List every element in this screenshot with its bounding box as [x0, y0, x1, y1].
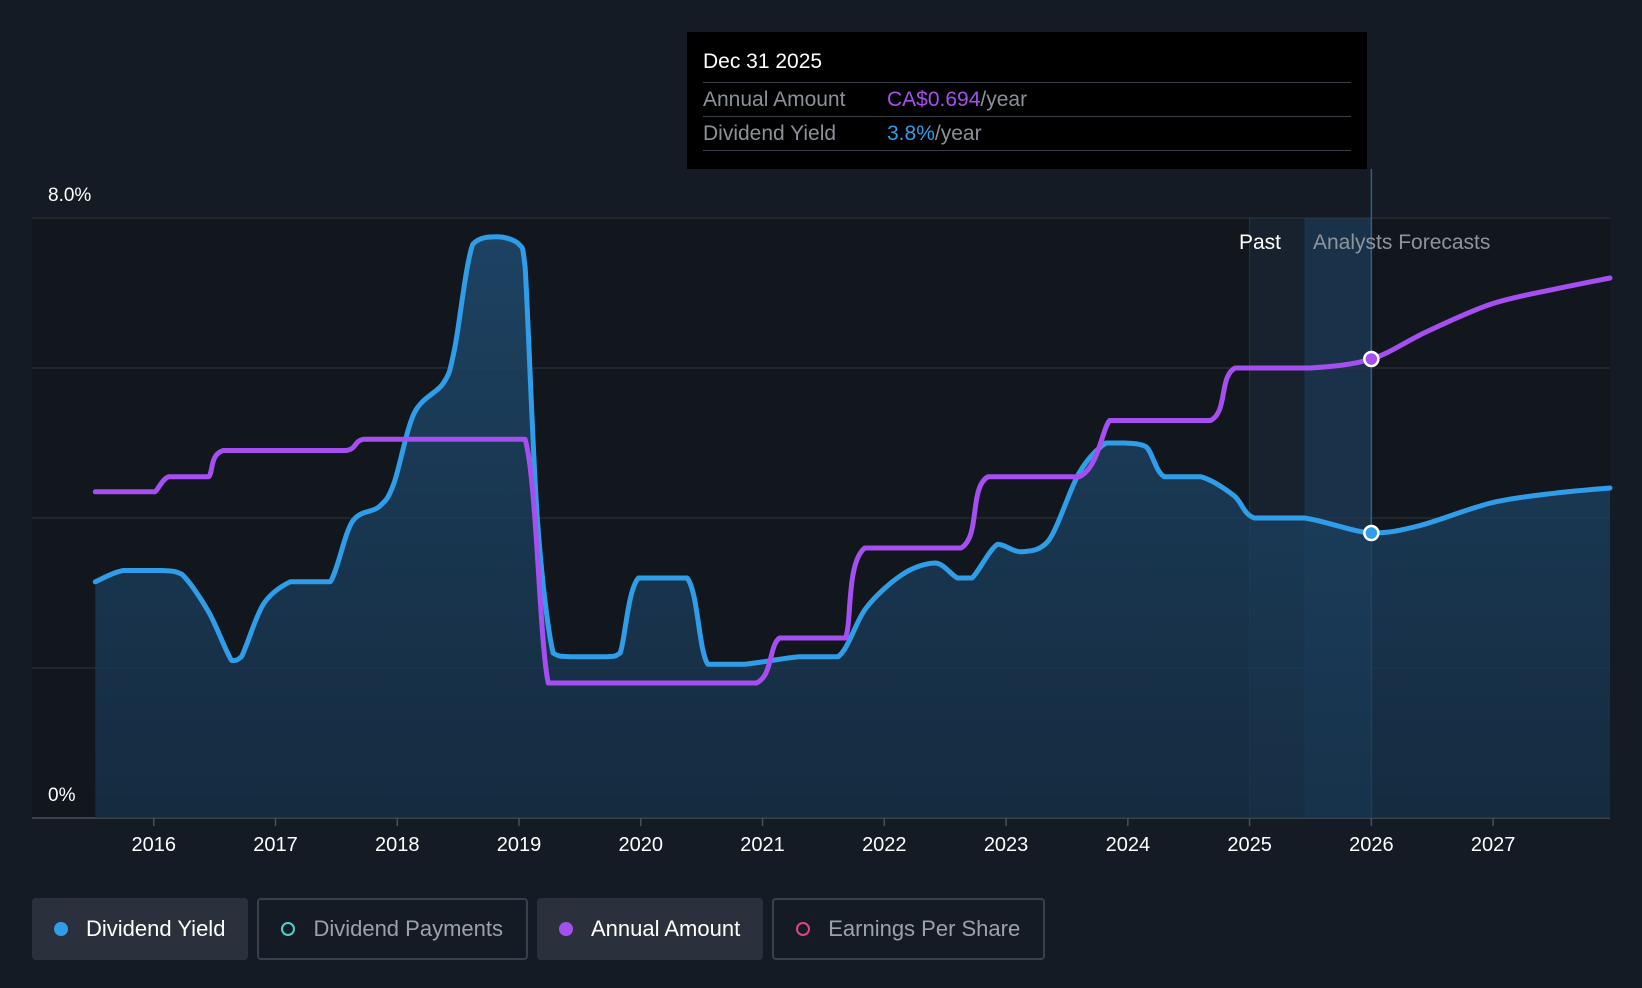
tooltip-label: Dividend Yield	[703, 122, 837, 145]
legend-dot-icon	[54, 922, 68, 936]
x-tick-label: 2018	[375, 834, 420, 856]
annual-amount-marker	[1363, 350, 1380, 368]
x-tick-label: 2026	[1349, 834, 1394, 856]
dividend-yield-area	[95, 236, 1610, 819]
legend-dot-icon	[558, 922, 573, 936]
x-tick-label: 2024	[1106, 834, 1151, 856]
legend-dot-icon	[796, 922, 811, 936]
x-tick-label: 2022	[862, 834, 907, 856]
tooltip-row-dividend-yield: Dividend Yield 3.8% /year	[703, 117, 1351, 151]
legend-toggle-dividend-payments[interactable]: Dividend Payments	[257, 898, 528, 960]
tooltip-value: 3.8%	[887, 122, 935, 145]
x-tick-label: 2017	[253, 834, 298, 856]
legend-label: Dividend Yield	[86, 916, 226, 941]
forecast-label: Analysts Forecasts	[1313, 231, 1490, 254]
x-tick-label: 2027	[1471, 834, 1516, 856]
legend-dot-icon	[281, 922, 296, 936]
series-lines	[92, 234, 1613, 686]
tooltip-unit: /year	[934, 122, 982, 145]
y-axis-bottom-label: 0%	[48, 785, 76, 806]
y-axis-top-label: 8.0%	[48, 185, 91, 206]
legend: Dividend Yield Dividend Payments Annual …	[32, 898, 1046, 960]
legend-label: Earnings Per Share	[828, 916, 1021, 941]
x-tick-label: 2021	[740, 834, 785, 856]
x-tick-label: 2016	[132, 834, 177, 856]
tooltip-row-annual-amount: Annual Amount CA$0.694 /year	[703, 83, 1351, 117]
x-tick-label: 2019	[497, 834, 542, 856]
yield-area	[95, 236, 1610, 819]
dividend-yield-marker	[1363, 524, 1380, 542]
legend-label: Dividend Payments	[313, 916, 503, 941]
tooltip-value: CA$0.694	[887, 88, 981, 111]
legend-toggle-earnings-per-share[interactable]: Earnings Per Share	[772, 898, 1046, 960]
legend-label: Annual Amount	[590, 916, 741, 941]
tooltip-label: Annual Amount	[703, 88, 846, 111]
x-tick-label: 2020	[619, 834, 664, 856]
legend-toggle-dividend-yield[interactable]: Dividend Yield	[32, 898, 249, 960]
tooltip: Dec 31 2025 Annual Amount CA$0.694 /year…	[687, 32, 1367, 169]
tooltip-date: Dec 31 2025	[703, 48, 1351, 83]
legend-toggle-annual-amount[interactable]: Annual Amount	[536, 898, 764, 960]
tooltip-unit: /year	[980, 88, 1028, 111]
highlight-markers	[1363, 350, 1380, 542]
x-tick-label: 2023	[984, 834, 1029, 856]
x-tick-label: 2025	[1227, 834, 1272, 856]
dividend-yield-line	[92, 234, 1613, 667]
x-axis: 2016 2017 2018 2019 2020 2021 2022 2023 2024 2025…	[132, 818, 1516, 856]
annual-amount-line	[92, 275, 1613, 686]
past-label: Past	[1239, 231, 1281, 254]
